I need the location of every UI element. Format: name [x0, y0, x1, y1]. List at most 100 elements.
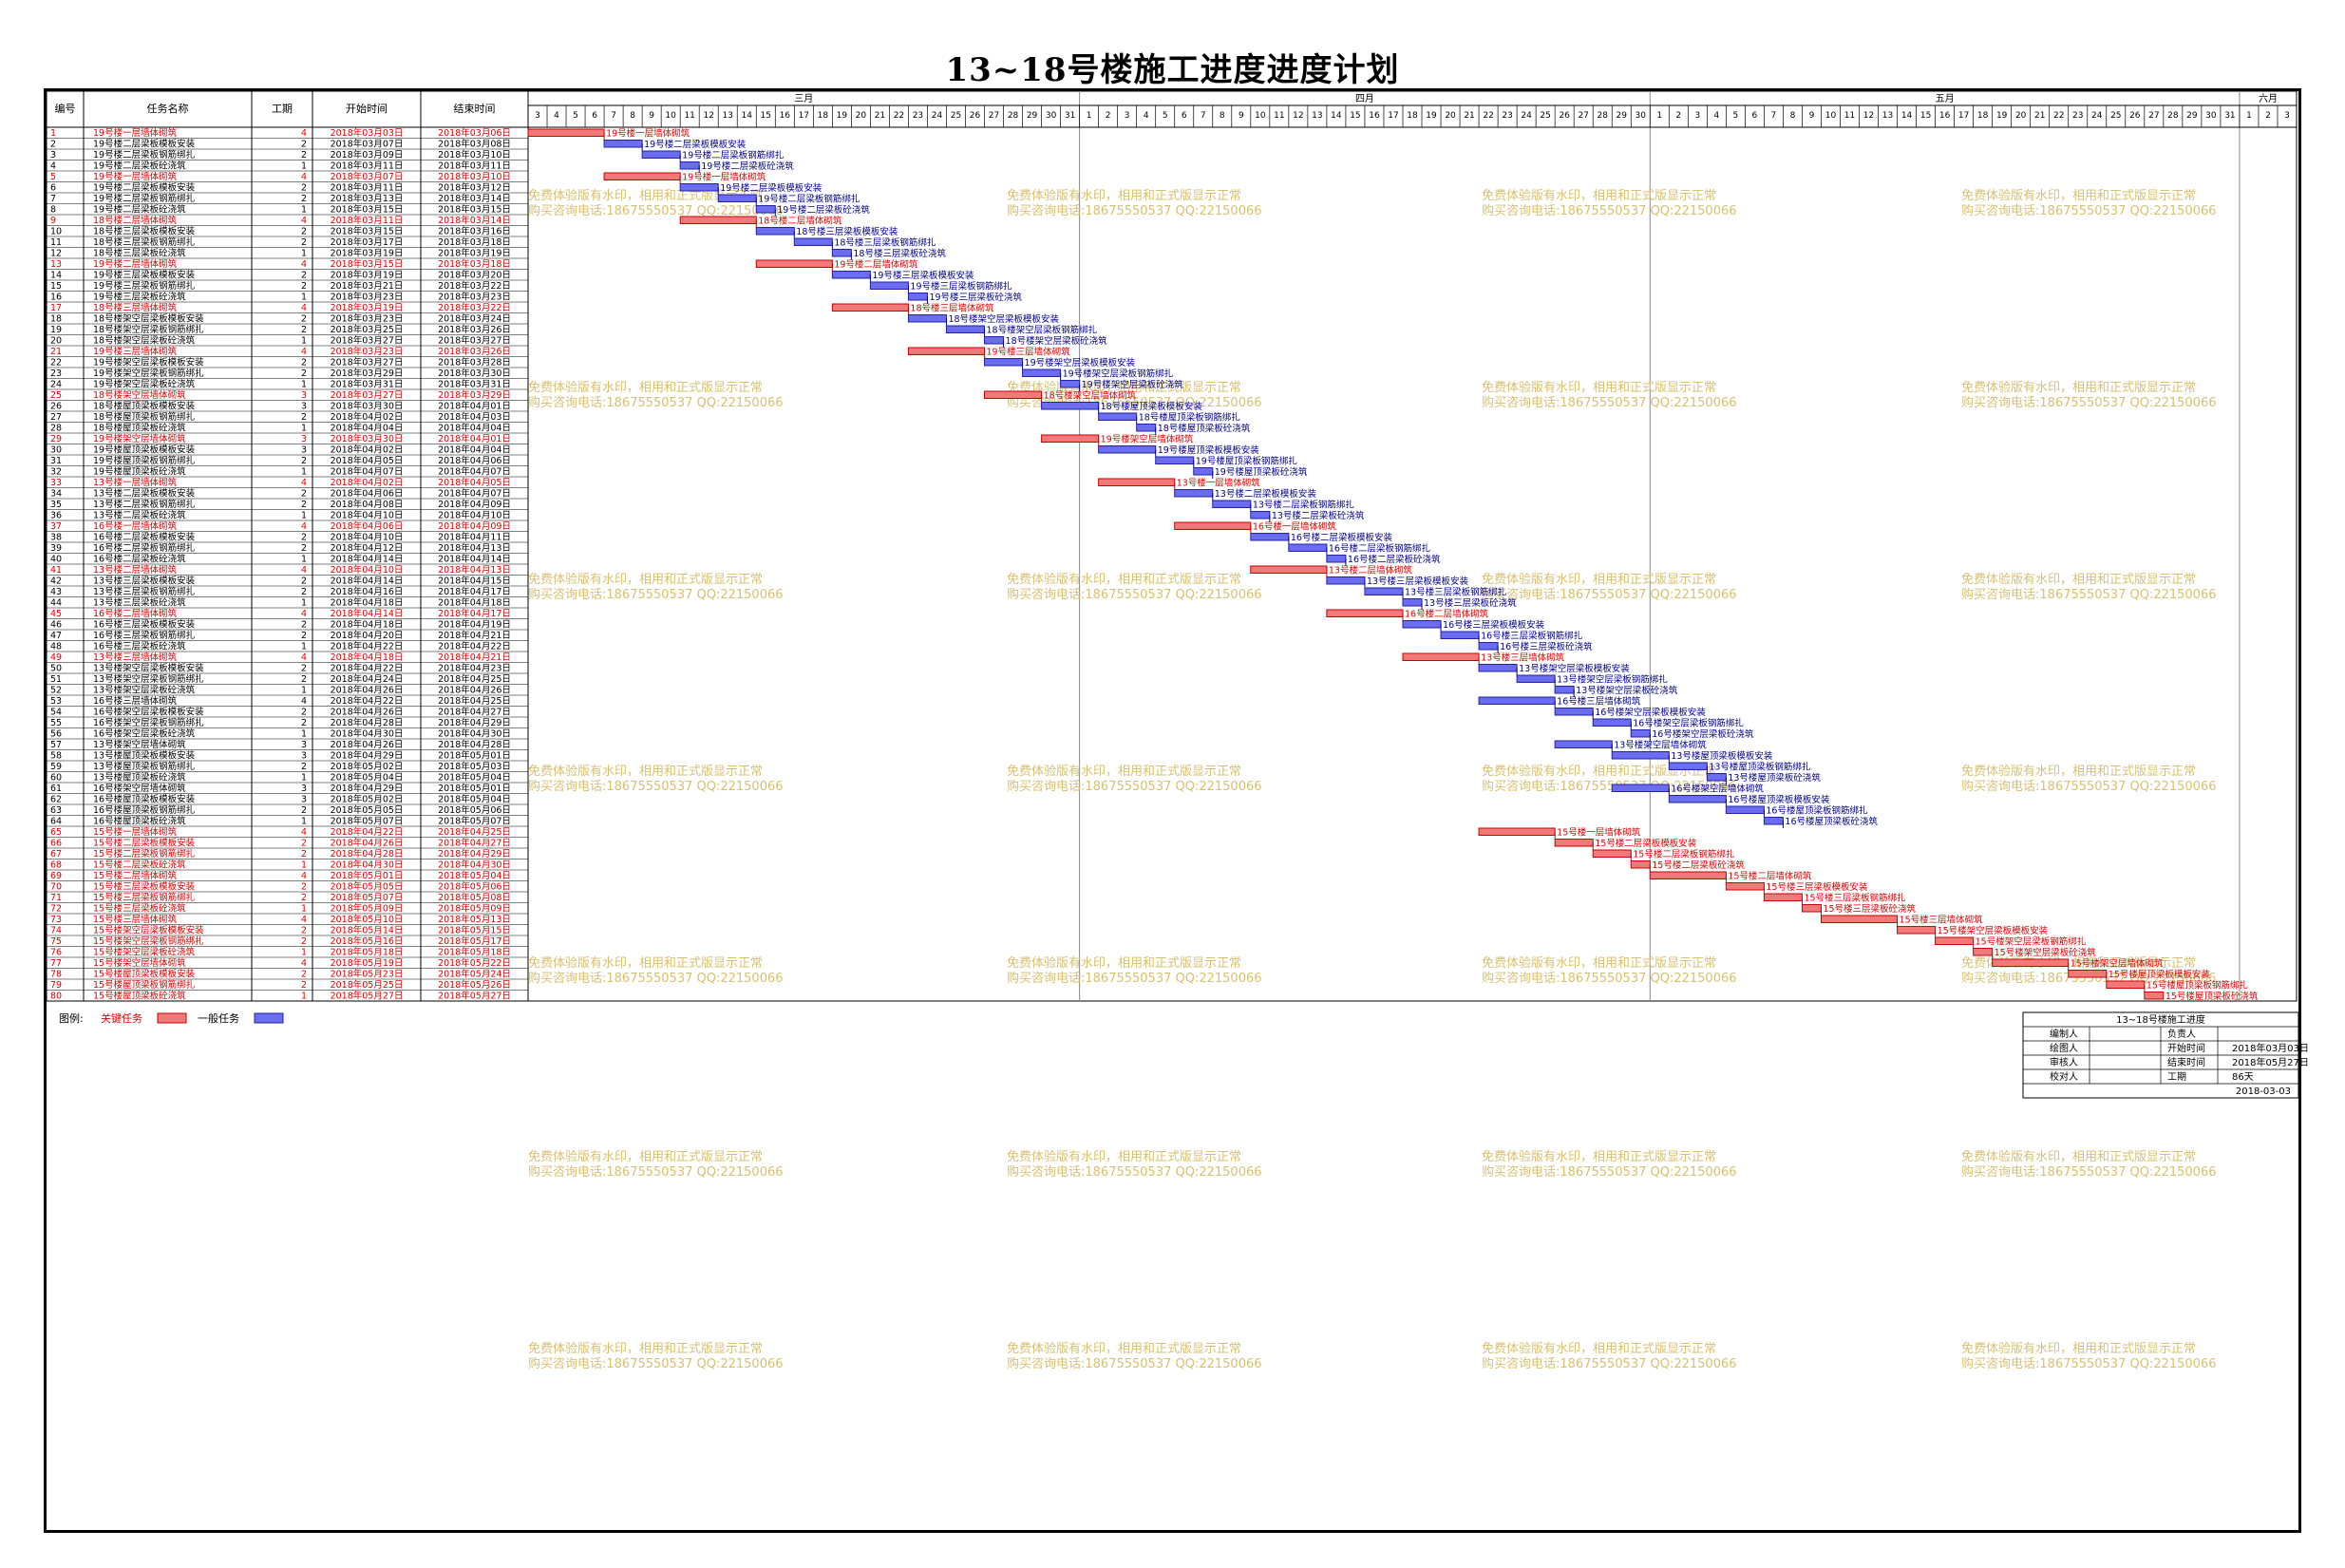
- task-end: 2018年05月06日: [438, 881, 511, 893]
- task-start: 2018年03月19日: [331, 248, 404, 259]
- task-bar-label: 15号楼屋顶梁板模板安装: [2109, 969, 2211, 980]
- task-start: 2018年05月07日: [331, 892, 404, 903]
- watermark-line1: 免费体验版有水印，相用和正式版显示正常: [1007, 1149, 1241, 1164]
- watermark-line1: 免费体验版有水印，相用和正式版显示正常: [1007, 1341, 1241, 1356]
- day-label: 13: [722, 111, 732, 121]
- task-end: 2018年04月09日: [438, 520, 511, 532]
- task-bar-label: 19号楼屋顶梁板砼浇筑: [1215, 466, 1308, 478]
- task-id: 72: [50, 904, 62, 915]
- task-bar-label: 19号楼架空层墙体砌筑: [1101, 434, 1194, 445]
- day-label: 30: [1046, 111, 1057, 121]
- task-duration: 2: [301, 926, 307, 936]
- task-duration: 2: [301, 314, 307, 325]
- task-bar: [1725, 805, 1765, 814]
- task-id: 17: [50, 303, 62, 313]
- task-start: 2018年03月30日: [331, 401, 404, 412]
- task-duration: 2: [301, 500, 307, 510]
- task-bar-label: 18号楼屋顶梁板砼浇筑: [1158, 423, 1251, 434]
- task-end: 2018年04月23日: [438, 663, 511, 674]
- day-label: 4: [1144, 111, 1149, 121]
- task-bar: [1554, 708, 1594, 716]
- task-end: 2018年05月22日: [438, 957, 511, 969]
- task-end: 2018年04月29日: [438, 848, 511, 860]
- task-id: 80: [50, 992, 62, 1002]
- watermark-line2: 购买咨询电话:18675550537 QQ:22150066: [1961, 587, 2217, 602]
- task-name: 19号楼架空层梁板钢筋绑扎: [93, 368, 204, 379]
- task-bar: [1801, 904, 1822, 913]
- task-bar: [1554, 839, 1594, 847]
- task-bar-label: 13号楼架空层梁板模板安装: [1519, 663, 1630, 674]
- task-start: 2018年04月14日: [331, 608, 404, 619]
- task-id: 19: [50, 325, 62, 335]
- task-start: 2018年03月31日: [331, 379, 404, 390]
- task-id: 71: [50, 893, 62, 903]
- day-label: 10: [1255, 111, 1266, 121]
- task-id: 58: [50, 751, 62, 762]
- task-end: 2018年03月29日: [438, 389, 511, 401]
- task-end: 2018年04月09日: [438, 499, 511, 510]
- task-duration: 1: [301, 598, 307, 609]
- task-id: 66: [50, 839, 62, 849]
- task-bar: [1478, 696, 1556, 705]
- task-bar: [869, 281, 909, 290]
- task-end: 2018年03月22日: [438, 280, 511, 292]
- task-end: 2018年04月10日: [438, 510, 511, 521]
- task-duration: 2: [301, 620, 307, 631]
- task-id: 2: [50, 140, 56, 150]
- task-name: 19号楼一层墙体砌筑: [93, 171, 178, 182]
- task-bar-label: 16号楼一层墙体砌筑: [1253, 521, 1337, 533]
- task-start: 2018年05月02日: [331, 794, 404, 805]
- task-duration: 4: [301, 128, 307, 139]
- task-id: 24: [50, 380, 62, 390]
- signature-key: 校对人: [2050, 1070, 2078, 1083]
- task-id: 53: [50, 696, 62, 707]
- watermark-line2: 购买咨询电话:18675550537 QQ:22150066: [528, 971, 784, 986]
- watermark-line1: 免费体验版有水印，相用和正式版显示正常: [528, 1341, 763, 1356]
- task-duration: 2: [301, 893, 307, 903]
- watermark-line1: 免费体验版有水印，相用和正式版显示正常: [528, 380, 763, 395]
- task-name: 18号楼架空层墙体砌筑: [93, 389, 186, 401]
- task-name: 16号楼屋顶梁板钢筋绑扎: [93, 804, 196, 816]
- task-id: 62: [50, 795, 62, 805]
- task-bar-label: 13号楼屋顶梁板砼浇筑: [1728, 772, 1821, 784]
- day-label: 24: [1521, 111, 1532, 121]
- day-label: 5: [573, 111, 578, 121]
- task-bar: [1193, 467, 1214, 476]
- task-bar-label: 13号楼一层墙体砌筑: [1177, 478, 1261, 489]
- table-border: [46, 90, 2298, 1002]
- month-label: 五月: [1936, 93, 1955, 104]
- task-id: 79: [50, 980, 62, 991]
- task-name: 18号楼架空层梁板钢筋绑扎: [93, 324, 204, 335]
- task-id: 39: [50, 543, 62, 554]
- task-end: 2018年05月06日: [438, 804, 511, 816]
- gantt-frame: [44, 88, 2301, 1533]
- task-bar-label: 19号楼一层墙体砌筑: [606, 128, 690, 140]
- task-bar-label: 13号楼架空层梁板砼浇筑: [1576, 685, 1678, 696]
- watermark-line2: 购买咨询电话:18675550537 QQ:22150066: [1961, 1356, 2217, 1371]
- task-duration: 3: [301, 390, 307, 401]
- task-name: 15号楼架空层梁板砼浇筑: [93, 947, 196, 958]
- task-duration: 3: [301, 402, 307, 412]
- day-label: 21: [1464, 111, 1474, 121]
- task-bar: [831, 271, 871, 279]
- task-end: 2018年04月21日: [438, 630, 511, 641]
- signature-key: 编制人: [2050, 1028, 2078, 1040]
- task-id: 30: [50, 445, 62, 456]
- task-start: 2018年04月22日: [331, 663, 404, 674]
- task-duration: 3: [301, 434, 307, 444]
- task-bar: [603, 172, 681, 180]
- task-duration: 2: [301, 674, 307, 685]
- task-id: 26: [50, 402, 62, 412]
- task-end: 2018年04月19日: [438, 619, 511, 631]
- task-name: 15号楼三层梁板钢筋绑扎: [93, 892, 196, 903]
- task-start: 2018年04月02日: [331, 411, 404, 423]
- signature-value: 86天: [2232, 1072, 2254, 1083]
- month-label: 四月: [1355, 93, 1374, 104]
- task-start: 2018年03月09日: [331, 149, 404, 161]
- watermark-line2: 购买咨询电话:18675550537 QQ:22150066: [528, 203, 784, 218]
- task-name: 16号楼二层墙体砌筑: [93, 608, 178, 619]
- task-end: 2018年05月01日: [438, 750, 511, 762]
- task-bar-label: 19号楼二层梁板钢筋绑扎: [758, 194, 860, 205]
- day-label: 18: [1977, 111, 1989, 121]
- task-end: 2018年03月31日: [438, 379, 511, 390]
